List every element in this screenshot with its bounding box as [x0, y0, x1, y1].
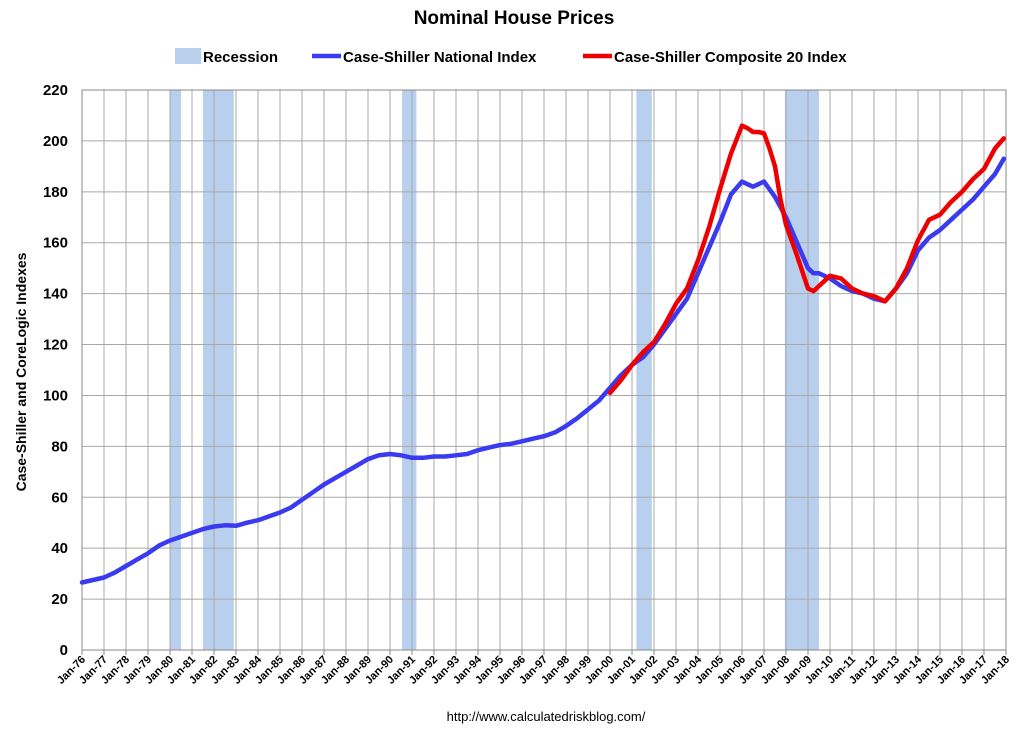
series-composite20-line — [607, 123, 1007, 396]
legend-recession-label: Recession — [203, 49, 278, 66]
recession-band-3 — [636, 90, 652, 650]
y-tick-label: 160 — [43, 235, 68, 252]
legend-national-label: Case-Shiller National Index — [343, 49, 537, 66]
y-tick-label: 120 — [43, 337, 68, 354]
recession-band-2 — [402, 90, 417, 650]
y-tick-label: 40 — [51, 540, 68, 557]
y-tick-label: 80 — [51, 438, 68, 455]
y-tick-label: 100 — [43, 387, 68, 404]
y-tick-label: 220 — [43, 82, 68, 99]
recession-band-4 — [784, 90, 819, 650]
recession-band-0 — [170, 90, 181, 650]
y-tick-label: 60 — [51, 489, 68, 506]
y-tick-label: 200 — [43, 133, 68, 150]
chart-title: Nominal House Prices — [414, 8, 615, 29]
y-tick-label: 180 — [43, 184, 68, 201]
series-national-line — [79, 156, 1007, 585]
y-tick-label: 140 — [43, 286, 68, 303]
plot-border — [81, 89, 1007, 651]
legend-composite-label: Case-Shiller Composite 20 Index — [614, 49, 847, 66]
x-tick-labels: Jan-76Jan-77Jan-78Jan-79Jan-80Jan-81Jan-… — [55, 653, 1012, 687]
y-tick-labels: 0 20 40 60 80 100 120 140 160 180 200 220 — [43, 82, 68, 659]
legend: Recession Case-Shiller National Index Ca… — [175, 48, 847, 66]
recession-bands — [170, 90, 819, 650]
y-tick-label: 0 — [60, 642, 68, 659]
legend-recession-swatch — [175, 48, 201, 64]
y-tick-label: 20 — [51, 591, 68, 608]
recession-band-1 — [203, 90, 234, 650]
series-lines — [79, 123, 1007, 585]
y-axis-label: Case-Shiller and CoreLogic Indexes — [13, 252, 29, 491]
source-url: http://www.calculatedriskblog.com/ — [447, 709, 646, 724]
